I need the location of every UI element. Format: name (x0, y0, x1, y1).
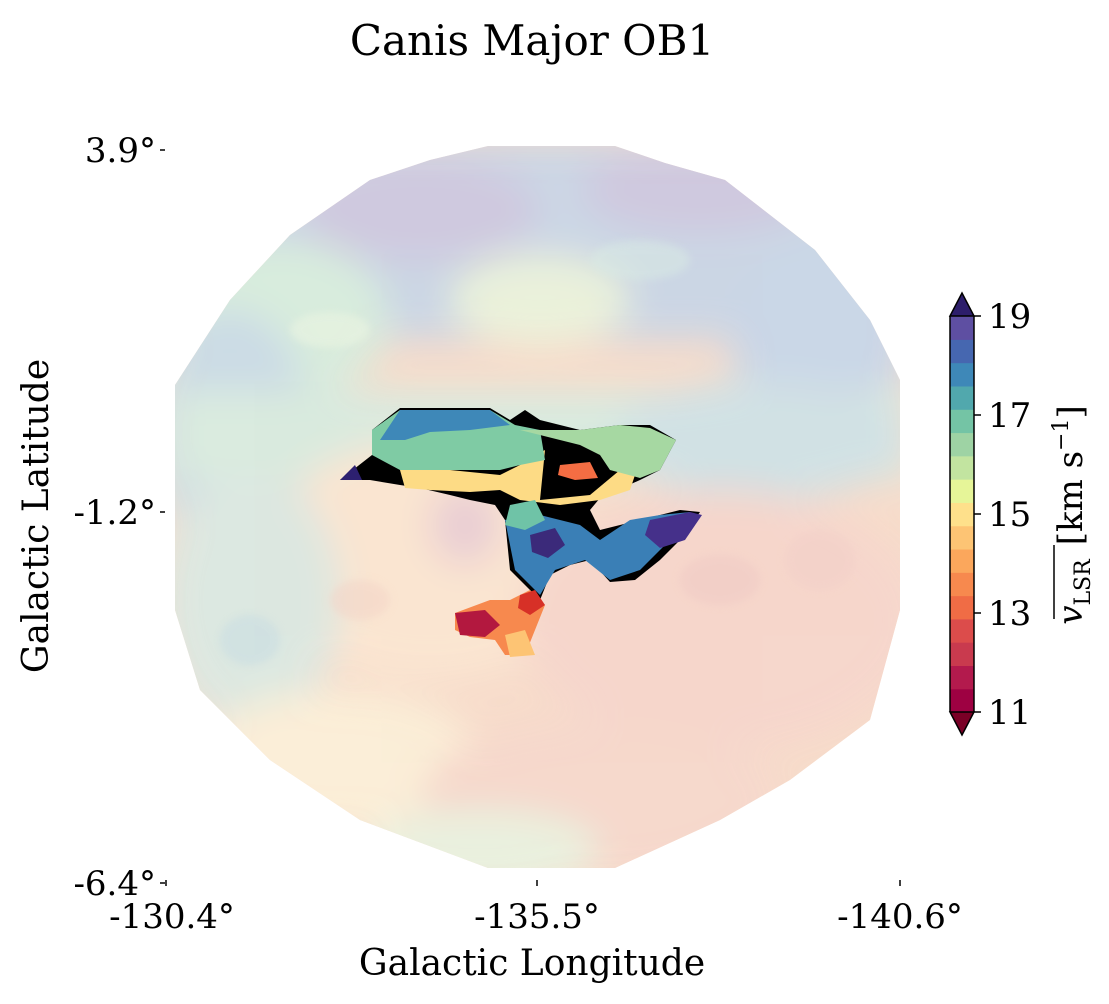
cloud-lightgreen-mid (520, 425, 676, 478)
colorbar-band (950, 316, 974, 340)
colorbar-band (950, 339, 974, 364)
cloud-crimson-spot (455, 610, 500, 637)
colorbar-ticks: 11 13 15 17 19 (974, 297, 1031, 733)
colorbar-tick-label: 19 (988, 297, 1031, 337)
colorbar: 11 13 15 17 19 vLSR [km s−1] (948, 291, 1096, 737)
cloud-purple-core (530, 528, 565, 558)
cloud-green-inner (505, 500, 545, 530)
cloud-darkred-core (518, 590, 545, 615)
colorbar-label-text: vLSR [km s−1] (1049, 405, 1096, 625)
colorbar-tick-label: 13 (988, 594, 1031, 634)
colorbar-band (950, 455, 974, 480)
x-tick-label: -130.4° (109, 897, 235, 937)
colorbar-label-subscript: LSR (1071, 558, 1096, 606)
cloud-purple-left-tip (340, 465, 362, 480)
cloud-yellow-band (400, 450, 640, 505)
cloud-orange-spot (558, 462, 598, 480)
colorbar-band (950, 525, 974, 550)
colorbar-band (950, 385, 974, 410)
colorbar-tick-label: 15 (988, 495, 1031, 535)
colorbar-band (950, 479, 974, 503)
y-tick-label: -1.2° (73, 493, 156, 533)
colorbar-tick-label: 11 (988, 693, 1031, 733)
map-texture (220, 240, 855, 665)
colorbar-band (950, 618, 974, 643)
colorbar-band (950, 665, 974, 690)
colorbar-band (950, 572, 974, 597)
colorbar-bands (950, 316, 974, 713)
colorbar-band (950, 502, 974, 527)
y-axis: 3.9° -1.2° -6.4° Galactic Latitude (16, 131, 165, 904)
x-axis: -130.4° -135.5° -140.6° Galactic Longitu… (109, 880, 963, 984)
colorbar-band (950, 409, 974, 434)
cloud-yellow-lower (505, 630, 535, 657)
colorbar-band (950, 362, 974, 387)
colorbar-band (950, 548, 974, 573)
colorbar-label-units: [km s (1051, 451, 1091, 545)
colorbar-label-exponent: −1 (1049, 418, 1074, 450)
colorbar-tick-label: 17 (988, 396, 1031, 436)
colorbar-band (950, 688, 974, 713)
colorbar-label-symbol: v (1051, 606, 1091, 625)
x-tick-label: -140.6° (837, 897, 963, 937)
colorbar-band (950, 595, 974, 620)
colorbar-extend-top (948, 291, 976, 317)
colorbar-label-close: ] (1051, 405, 1091, 418)
cloud-contours (340, 408, 702, 657)
y-tick-label: 3.9° (85, 131, 156, 171)
colorbar-band (950, 432, 974, 457)
cloud-purple-right (645, 512, 702, 548)
y-tick-label: -6.4° (73, 864, 156, 904)
colorbar-band (950, 642, 974, 667)
x-axis-label: Galactic Longitude (359, 943, 705, 984)
chart-title: Canis Major OB1 (350, 16, 714, 65)
colorbar-extend-bottom (948, 711, 976, 737)
x-tick-label: -135.5° (474, 897, 600, 937)
cloud-teal-top (380, 410, 510, 440)
colorbar-label: vLSR [km s−1] (1049, 405, 1096, 625)
y-axis-label: Galactic Latitude (16, 359, 57, 673)
